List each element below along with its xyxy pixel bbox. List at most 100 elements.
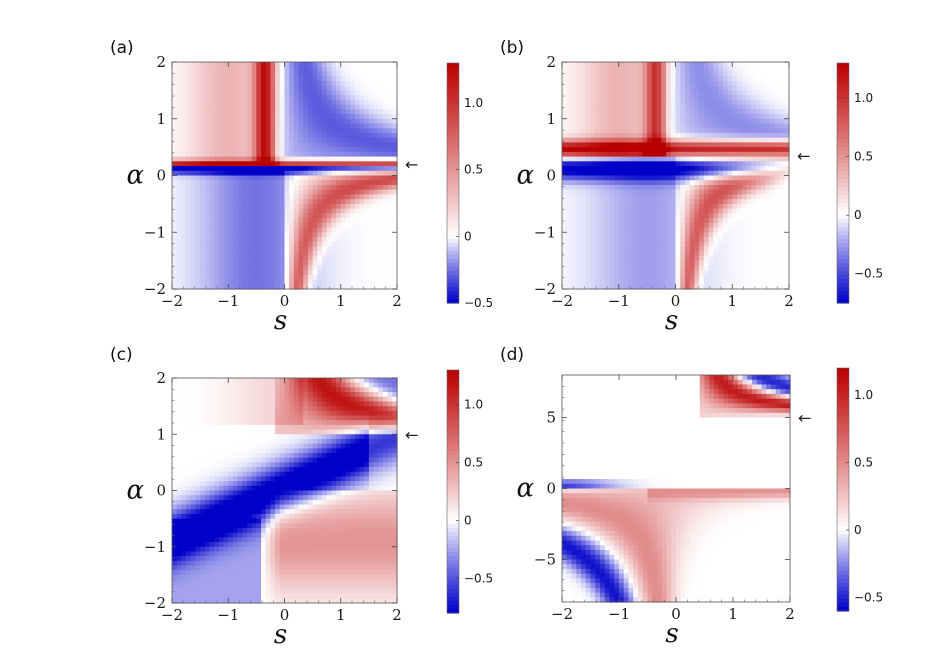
heatmap-cell: [642, 274, 648, 281]
heatmap-cell: [354, 80, 361, 87]
colorbar-segment: [447, 227, 459, 232]
heatmap-cell: [642, 222, 648, 229]
heatmap-cell: [303, 90, 309, 96]
heatmap-cell: [689, 85, 696, 91]
heatmap-cell: [275, 232, 281, 238]
heatmap-cell: [566, 80, 573, 87]
heatmap-cell: [223, 137, 229, 143]
heatmap-cell: [378, 142, 384, 148]
heatmap-cell: [270, 66, 276, 73]
heatmap-cell: [382, 76, 389, 82]
heatmap-cell: [172, 490, 178, 496]
heatmap-cell: [661, 194, 667, 200]
heatmap-cell: [270, 118, 276, 125]
heatmap-cell: [609, 132, 615, 139]
heatmap-cell: [378, 255, 384, 262]
heatmap-cell: [614, 236, 620, 243]
colorbar-segment: [837, 239, 849, 244]
heatmap-cell: [312, 80, 318, 87]
heatmap-cell: [760, 175, 766, 181]
heatmap-cell: [774, 255, 781, 262]
heatmap-cell: [181, 66, 187, 73]
heatmap-cell: [368, 213, 375, 219]
x-tick-label: −2: [551, 292, 573, 310]
y-tick-label: 1: [156, 110, 166, 128]
heatmap-cell: [340, 218, 347, 224]
heatmap-cell: [251, 255, 257, 262]
colorbar-segment: [447, 147, 459, 152]
heatmap-cell: [571, 104, 577, 110]
heatmap-cell: [562, 213, 568, 219]
heatmap-cell: [298, 255, 304, 262]
heatmap-cell: [232, 142, 239, 148]
heatmap-cell: [190, 213, 197, 219]
heatmap-cell: [186, 170, 192, 177]
heatmap-cell: [340, 213, 347, 219]
heatmap-cell: [303, 227, 309, 233]
colorbar-segment: [837, 83, 849, 88]
heatmap-cell: [580, 255, 587, 262]
heatmap-cell: [364, 166, 370, 172]
y-tick-label: −1: [144, 223, 166, 241]
heatmap-cell: [382, 175, 389, 181]
heatmap-cell: [340, 265, 347, 271]
heatmap-cell: [378, 260, 384, 266]
heatmap-cell: [595, 208, 601, 214]
heatmap-cell: [576, 66, 582, 73]
heatmap-cell: [172, 95, 178, 101]
heatmap-cell: [694, 189, 700, 196]
heatmap-cell: [599, 118, 606, 125]
heatmap-cell: [195, 232, 201, 238]
heatmap-cell: [647, 166, 653, 172]
heatmap-cell: [590, 156, 596, 162]
heatmap-cell: [326, 260, 332, 266]
heatmap-cell: [172, 574, 178, 581]
heatmap-cell: [247, 137, 253, 143]
heatmap-cell: [209, 180, 215, 186]
heatmap-cell: [345, 104, 351, 110]
heatmap-cell: [237, 175, 243, 181]
colorbar-segment: [837, 251, 849, 256]
heatmap-cell: [331, 76, 337, 82]
heatmap-cell: [340, 76, 347, 82]
heatmap-cell: [279, 71, 286, 77]
heatmap-cell: [331, 236, 337, 243]
heatmap-cell: [256, 62, 262, 68]
heatmap-cell: [364, 213, 370, 219]
heatmap-cell: [172, 260, 178, 266]
heatmap-cell: [784, 137, 790, 143]
heatmap-cell: [364, 199, 370, 205]
heatmap-cell: [331, 222, 337, 229]
heatmap-cell: [727, 151, 733, 158]
heatmap-cell: [722, 166, 729, 172]
heatmap-cell: [275, 128, 281, 134]
heatmap-cell: [675, 166, 681, 172]
heatmap-cell: [661, 180, 667, 186]
heatmap-cell: [242, 118, 248, 125]
heatmap-cell: [755, 222, 762, 229]
heatmap-cell: [373, 260, 379, 266]
heatmap-cell: [223, 175, 229, 181]
heatmap-cell: [647, 184, 653, 191]
heatmap-cell: [699, 137, 705, 143]
heatmap-cell: [340, 199, 347, 205]
heatmap-cell: [651, 104, 658, 110]
heatmap-cell: [571, 232, 577, 238]
heatmap-cell: [270, 151, 276, 158]
heatmap-cell: [571, 222, 577, 229]
heatmap-cell: [684, 95, 691, 101]
heatmap-cell: [590, 189, 596, 196]
heatmap-cell: [279, 76, 286, 82]
heatmap-cell: [218, 132, 225, 139]
heatmap-cell: [209, 246, 215, 252]
heatmap-cell: [656, 213, 662, 219]
heatmap-cell: [223, 142, 229, 148]
heatmap-cell: [675, 85, 681, 91]
heatmap-cell: [770, 66, 776, 73]
heatmap-cell: [699, 76, 705, 82]
heatmap-cell: [181, 208, 187, 214]
heatmap-cell: [359, 137, 365, 143]
heatmap-cell: [190, 142, 197, 148]
heatmap-cell: [718, 241, 724, 248]
heatmap-cell: [741, 142, 748, 148]
